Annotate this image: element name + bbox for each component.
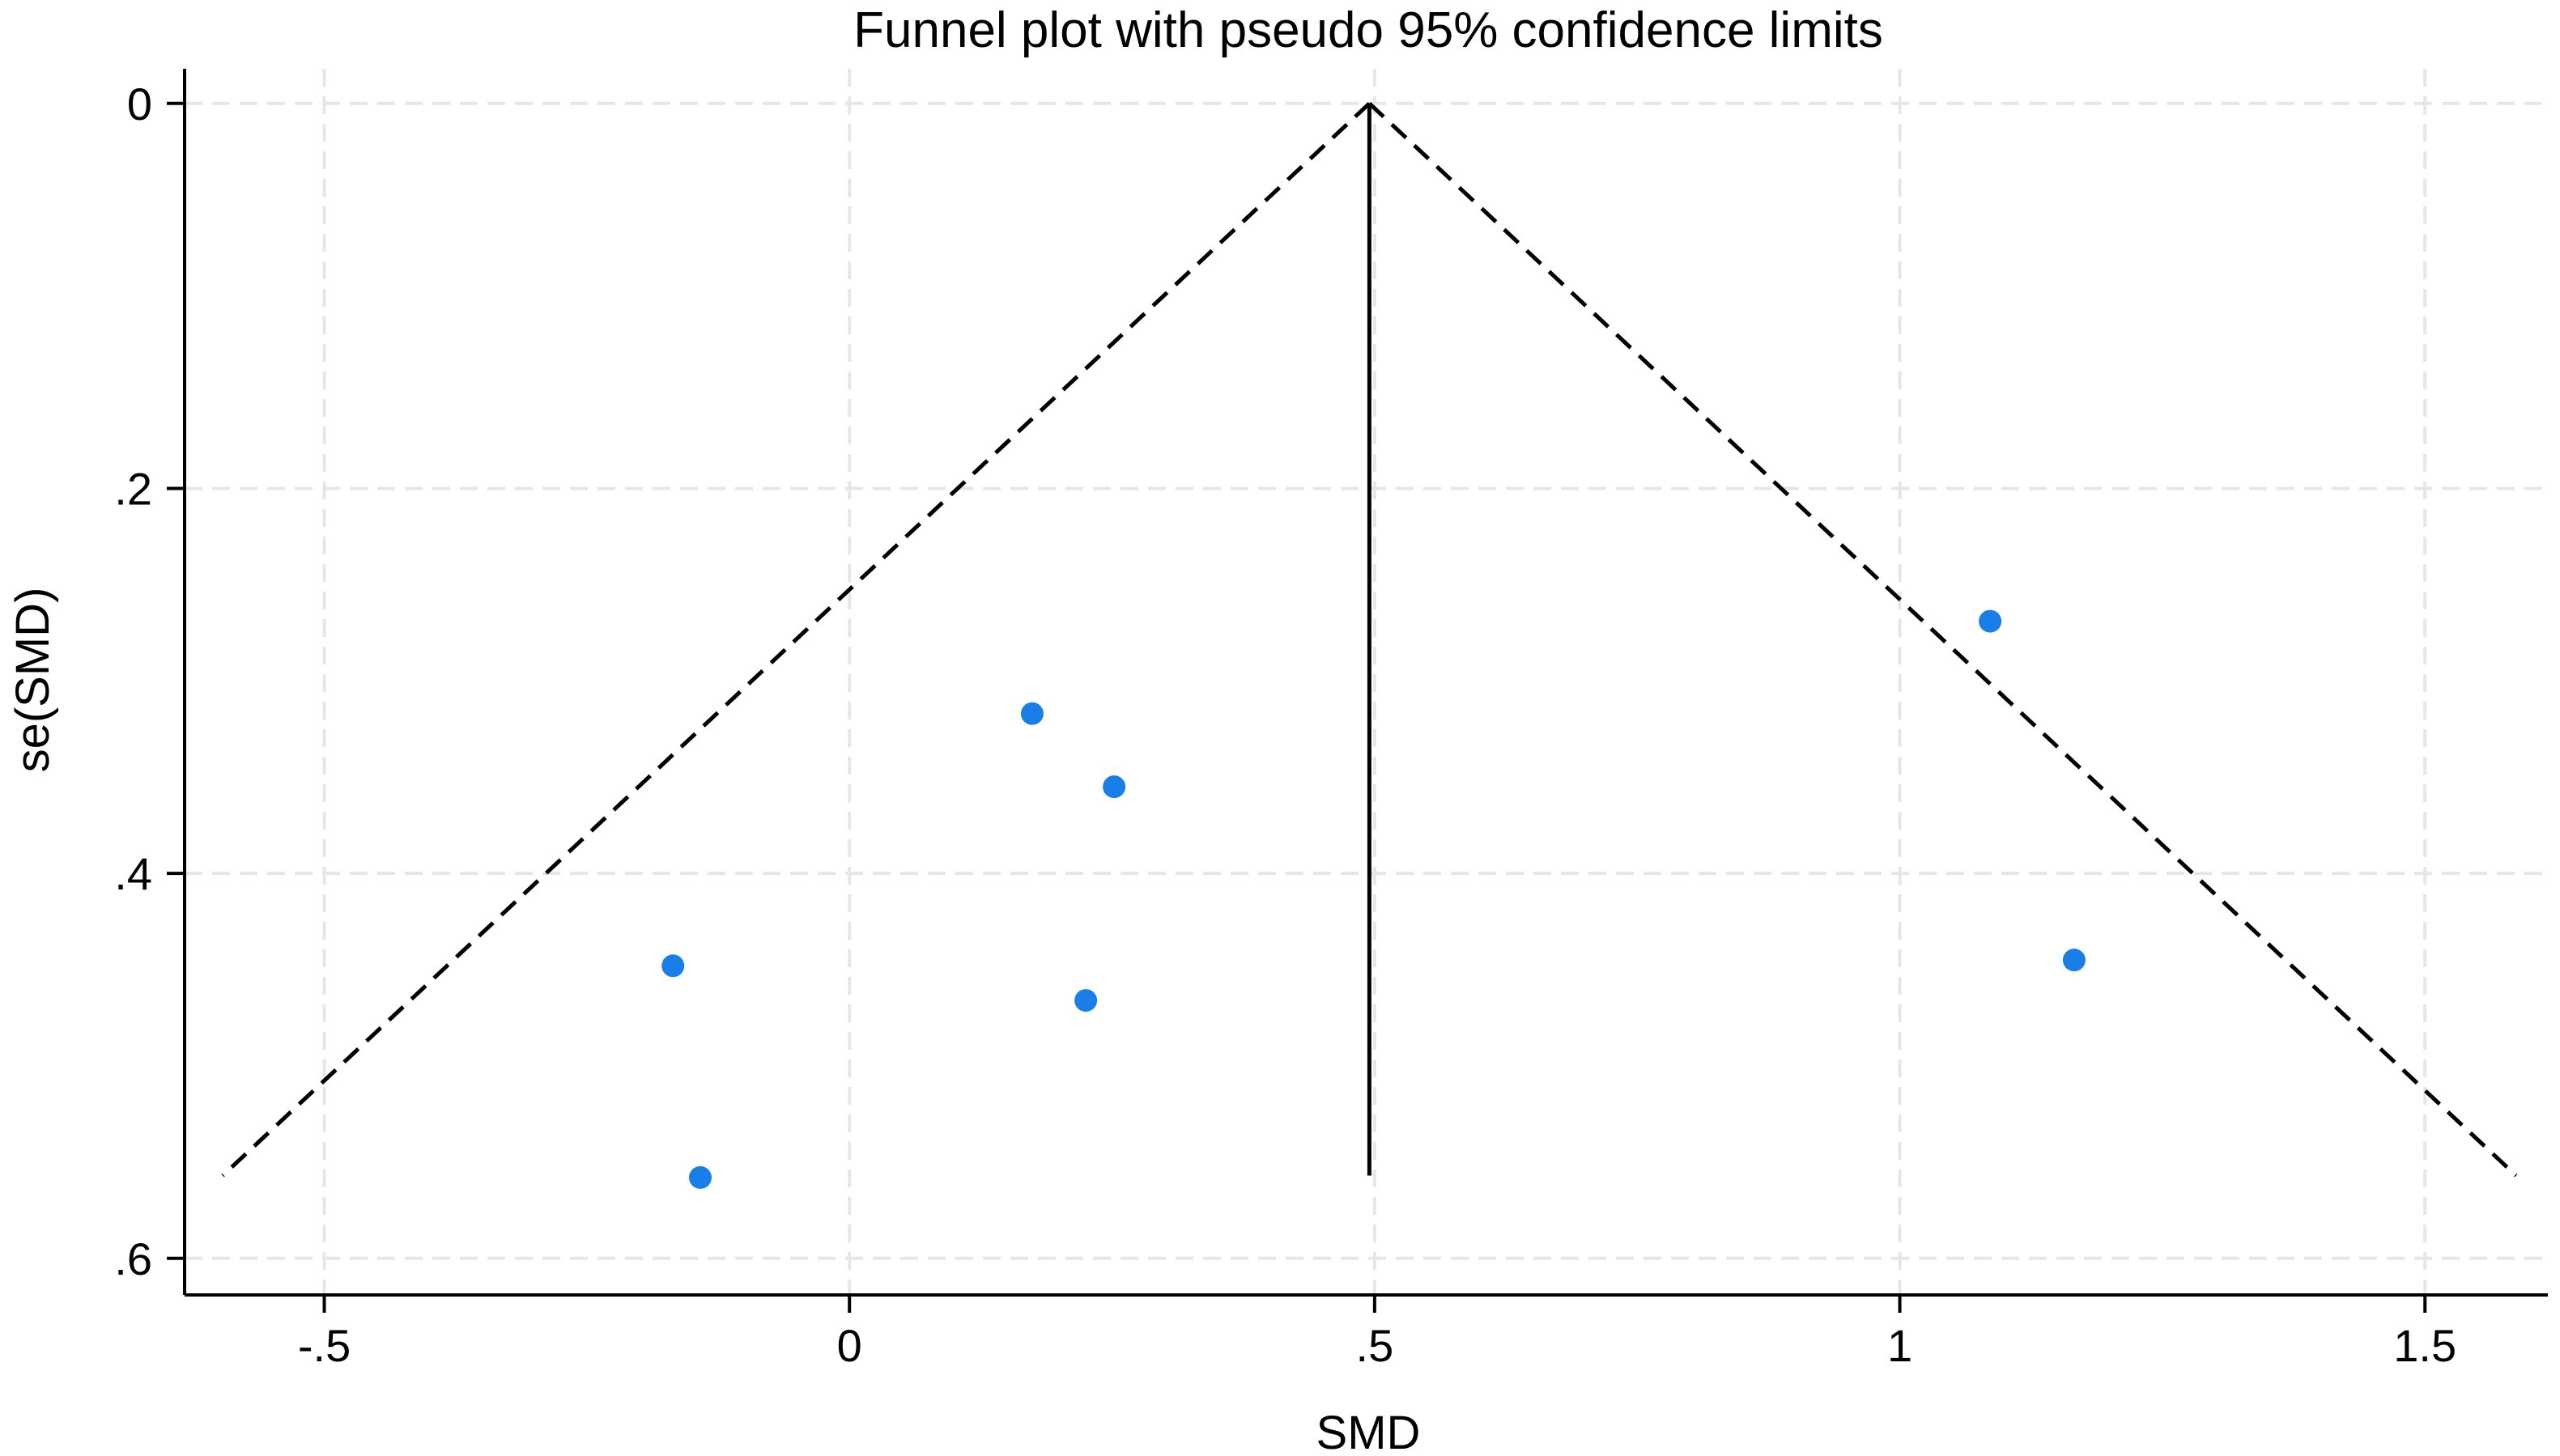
study-point bbox=[1020, 702, 1044, 725]
y-tick-label: 0 bbox=[127, 79, 152, 129]
chart-title: Funnel plot with pseudo 95% confidence l… bbox=[853, 2, 1883, 58]
upper-confidence-limit bbox=[1367, 101, 2518, 1178]
grid bbox=[185, 69, 2548, 1295]
x-tick-label: 0 bbox=[837, 1320, 862, 1371]
study-point bbox=[688, 1165, 712, 1189]
study-point bbox=[1979, 609, 2002, 633]
funnel-lines bbox=[221, 101, 2518, 1178]
study-point bbox=[1103, 775, 1126, 799]
x-tick-label: .5 bbox=[1356, 1320, 1394, 1371]
x-tick-label: 1 bbox=[1887, 1320, 1912, 1371]
y-tick-label: .6 bbox=[114, 1233, 152, 1284]
y-tick-label: .2 bbox=[114, 463, 152, 514]
y-axis-label: se(SMD) bbox=[6, 588, 59, 773]
study-point bbox=[2062, 949, 2086, 972]
y-tick-label: .4 bbox=[114, 848, 152, 899]
axes: -.5 0 .5 1 1.5 0 .2 .4 .6 bbox=[114, 69, 2548, 1371]
data-points bbox=[661, 609, 2086, 1189]
x-axis-label: SMD bbox=[1316, 1407, 1421, 1456]
study-point bbox=[661, 954, 685, 978]
study-point bbox=[1074, 989, 1098, 1012]
x-tick-label: -.5 bbox=[298, 1320, 351, 1371]
lower-confidence-limit bbox=[221, 101, 1371, 1178]
x-tick-label: 1.5 bbox=[2393, 1320, 2456, 1371]
